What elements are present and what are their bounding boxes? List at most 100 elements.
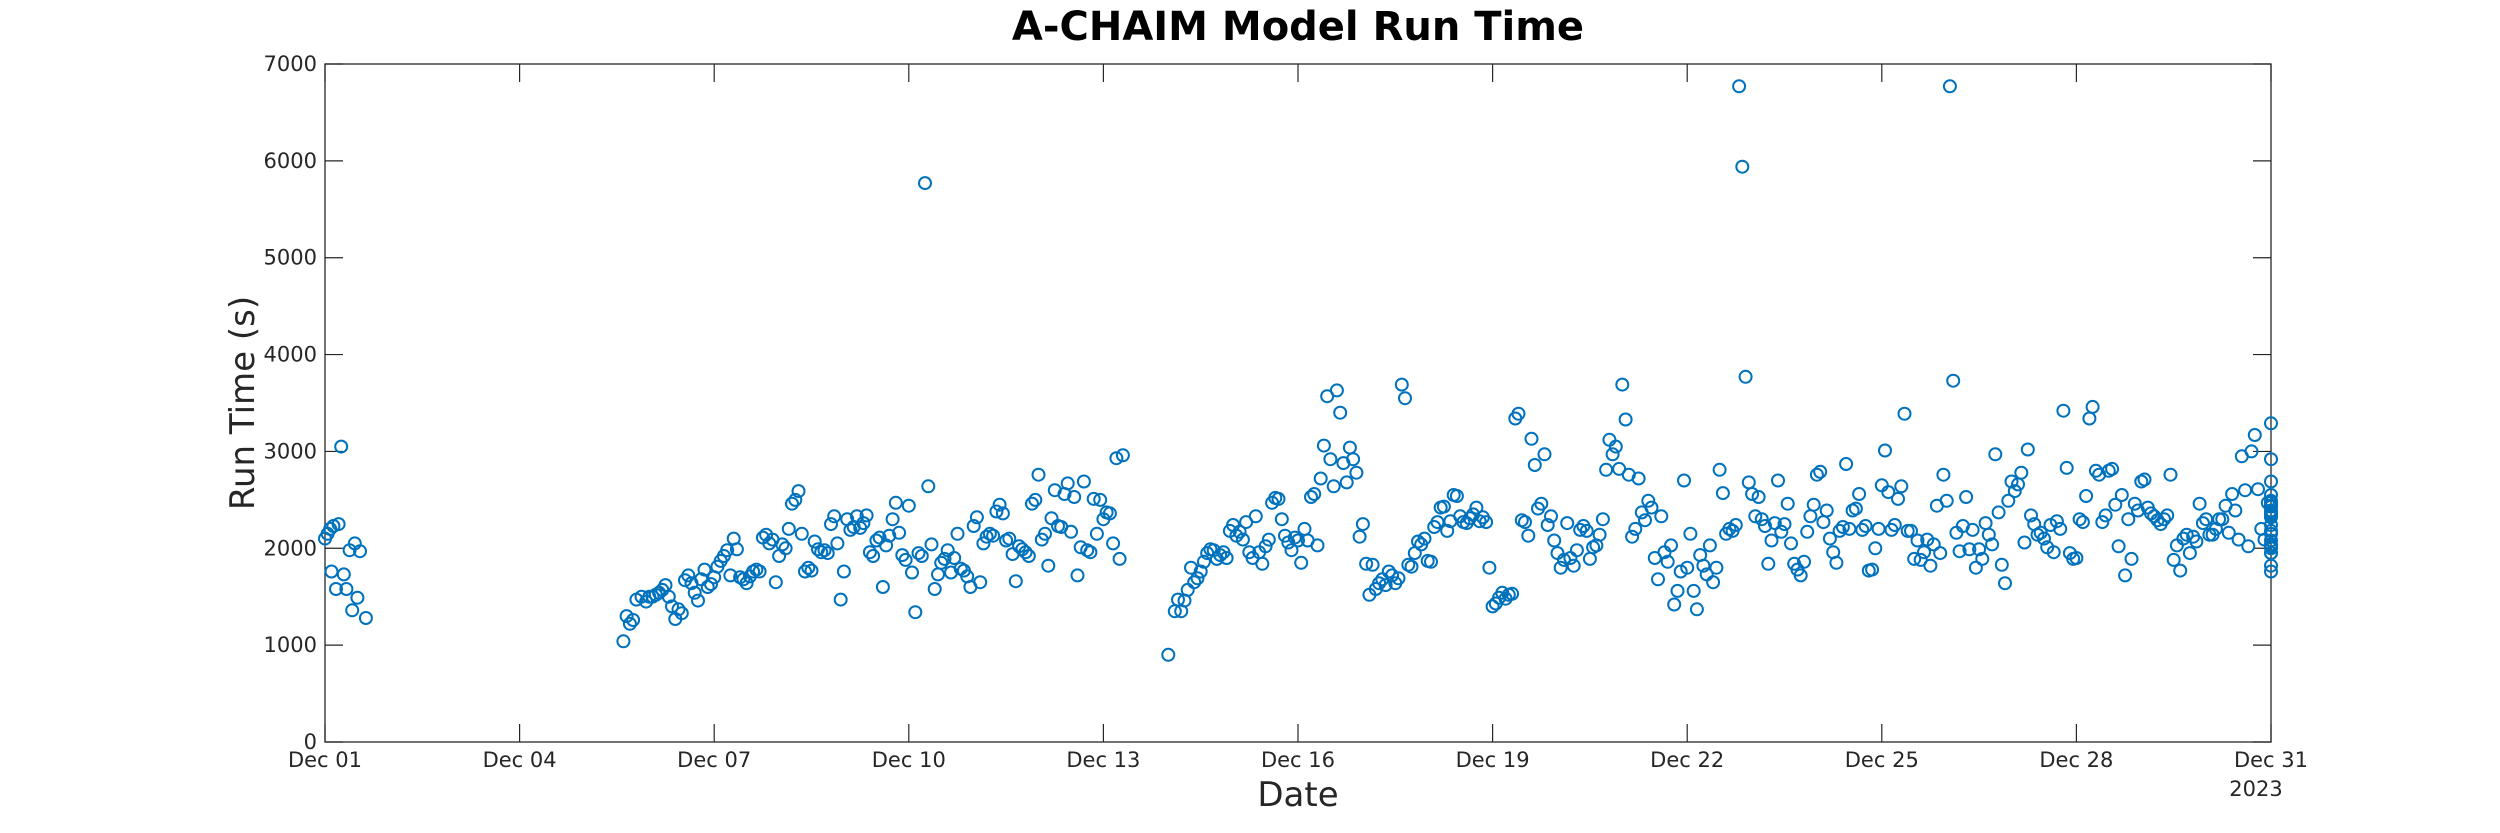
y-axis: 0 1000 2000 3000 4000 5000 6000 7000: [264, 52, 2271, 754]
data-point: [924, 537, 939, 552]
x-tick-label: Dec 19: [1456, 748, 1530, 772]
data-point: [2014, 465, 2029, 480]
data-point: [2017, 535, 2032, 550]
data-point: [1764, 533, 1779, 548]
data-point: [1797, 554, 1811, 569]
data-point: [1599, 462, 1614, 477]
data-point: [1813, 464, 1828, 479]
data-point: [661, 589, 676, 604]
data-point: [905, 565, 919, 580]
data-point: [720, 543, 735, 558]
data-point: [336, 567, 351, 582]
data-point: [353, 544, 367, 559]
data-point: [1038, 526, 1052, 541]
data-point: [691, 593, 705, 608]
data-point: [921, 479, 936, 494]
data-point: [1994, 557, 2009, 572]
data-point: [1076, 474, 1091, 489]
data-point: [1923, 558, 1938, 573]
data-point: [729, 542, 744, 557]
data-point: [736, 572, 751, 587]
data-point: [1511, 406, 1526, 421]
data-point: [1307, 487, 1322, 501]
data-point: [1482, 560, 1497, 575]
data-point: [1485, 599, 1500, 614]
data-point: [1848, 501, 1863, 516]
data-point: [1355, 517, 1370, 532]
data-point: [1505, 586, 1520, 601]
data-point: [986, 528, 1001, 543]
data-point: [1028, 492, 1043, 507]
data-point: [1822, 531, 1837, 546]
data-point: [2049, 514, 2064, 529]
data-point: [2137, 472, 2152, 487]
data-point: [2221, 525, 2236, 540]
data-point: [817, 543, 832, 558]
data-point: [1002, 531, 1017, 546]
data-point: [1086, 491, 1101, 506]
data-point: [1758, 519, 1772, 533]
data-point: [1887, 518, 1902, 532]
data-point: [1313, 471, 1328, 486]
data-point: [1566, 558, 1581, 573]
data-point: [1881, 485, 1896, 500]
data-point: [2098, 508, 2113, 523]
axes-box: [324, 63, 2272, 743]
data-point: [1868, 541, 1883, 556]
data-point: [1667, 597, 1682, 612]
data-point: [2195, 516, 2210, 531]
data-point: [1323, 452, 1338, 467]
data-point: [2163, 467, 2178, 482]
data-point: [1712, 462, 1727, 477]
data-point: [885, 512, 900, 527]
data-point: [1715, 486, 1730, 501]
data-point: [1608, 439, 1623, 454]
data-point: [1904, 523, 1918, 538]
x-tick-label: Dec 22: [1650, 748, 1724, 772]
data-point: [1988, 447, 2003, 462]
data-point: [2053, 521, 2068, 536]
data-point: [1524, 431, 1539, 446]
data-point: [1417, 531, 1432, 546]
y-tick-label: 5000: [264, 246, 317, 270]
data-point: [976, 536, 991, 551]
data-point: [1933, 546, 1948, 561]
data-point: [2118, 568, 2133, 583]
data-point: [801, 560, 816, 575]
data-point: [1518, 515, 1532, 530]
data-point: [1991, 505, 2006, 520]
data-point: [350, 590, 365, 605]
data-point: [1677, 473, 1691, 488]
data-point: [1349, 465, 1364, 480]
data-point: [947, 551, 962, 565]
data-point: [898, 552, 913, 567]
data-point: [1751, 490, 1766, 504]
data-point: [1411, 534, 1425, 549]
x-axis-title: Date: [1257, 775, 1338, 815]
data-point: [1527, 458, 1542, 472]
data-point: [739, 576, 754, 591]
data-point: [1745, 487, 1760, 501]
data-point: [830, 536, 845, 551]
data-point: [1326, 479, 1341, 494]
data-point: [875, 580, 890, 594]
x-axis-year-label: 2023: [2229, 777, 2282, 801]
data-point: [1946, 373, 1961, 388]
data-point: [1651, 572, 1665, 587]
x-tick-label: Dec 13: [1066, 748, 1140, 772]
chart-title: A-CHAIM Model Run Time: [1012, 4, 1584, 50]
x-tick-label: Dec 31: [2234, 748, 2308, 772]
data-point: [1605, 447, 1620, 462]
data-point: [1537, 447, 1552, 462]
data-point: [859, 508, 874, 523]
data-point: [1754, 512, 1769, 527]
data-point: [1793, 568, 1808, 583]
data-point: [2173, 563, 2188, 578]
data-point: [1534, 496, 1549, 511]
data-point: [1569, 543, 1584, 558]
data-point: [2247, 428, 2262, 442]
data-point: [2264, 474, 2278, 489]
data-point: [804, 563, 819, 578]
data-point: [1394, 377, 1409, 392]
data-point: [2121, 512, 2136, 527]
